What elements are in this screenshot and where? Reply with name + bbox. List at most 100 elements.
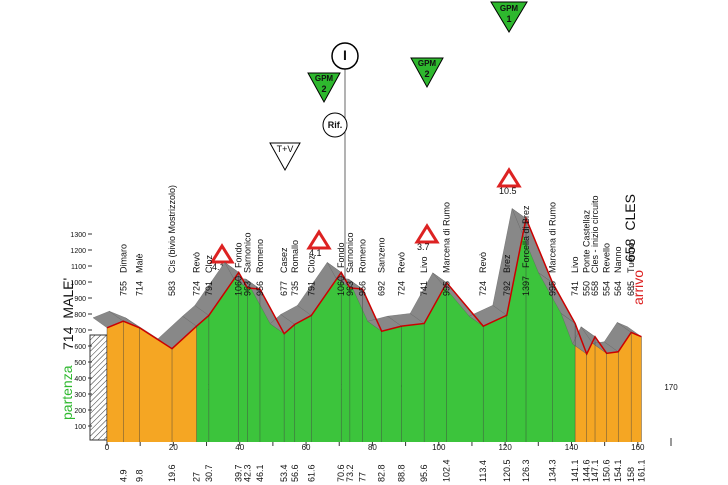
waypoint-label: 564 Nanno: [613, 246, 623, 296]
waypoint-altitude: 724: [192, 281, 202, 296]
y-tick-label: 300: [74, 392, 86, 399]
waypoint-km: 88.8: [397, 464, 407, 482]
climb-length: 4.1: [309, 248, 322, 258]
waypoint-km: 70.6: [336, 464, 346, 482]
waypoint-altitude: 963: [242, 281, 252, 296]
waypoint-name: Revò: [397, 252, 407, 273]
waypoint-name: Ponte Castellaz: [582, 209, 592, 273]
y-tick-label: 1000: [70, 280, 86, 287]
waypoint-altitude: 1060: [234, 276, 244, 296]
marker-label: GPM: [418, 59, 437, 68]
waypoint-name: Nanno: [613, 246, 623, 273]
waypoint-altitude: 550: [582, 281, 592, 296]
x-tick-label: 120: [498, 443, 512, 452]
waypoint-km: 61.6: [306, 464, 316, 482]
marker-label: T+V: [277, 144, 294, 154]
waypoint-altitude: 724: [478, 281, 488, 296]
waypoint-label: 995 Marcena di Rumo: [548, 202, 558, 296]
waypoint-label: 714 MALE': [60, 278, 76, 350]
waypoint-name: Cis (bivio Mostrizzolo): [167, 185, 177, 273]
waypoint-name: Cloz: [306, 254, 316, 273]
waypoint-km: 141.1: [570, 459, 580, 482]
profile-segment: [483, 315, 507, 442]
profile-segment: [172, 326, 197, 442]
marker-label: GPM: [500, 4, 519, 13]
waypoint-name: CLES: [622, 194, 638, 231]
profile-segment: [618, 332, 632, 442]
waypoint-km: 120.5: [502, 459, 512, 482]
waypoint-km: 134.3: [548, 459, 558, 482]
waypoint-altitude: 956: [255, 281, 265, 296]
waypoint-km: 42.3: [242, 464, 252, 482]
waypoint-name: Sarnonico: [242, 232, 252, 273]
waypoint-km: 56.6: [290, 464, 300, 482]
x-tick-label: 60: [302, 443, 311, 452]
profile-segment: [208, 272, 239, 442]
profile-segment: [349, 287, 363, 442]
climb: 4.1: [209, 243, 235, 272]
climb: 3.7: [414, 223, 440, 252]
waypoint-altitude: 658: [622, 238, 638, 262]
waypoint-label: 550 Ponte Castellaz: [582, 209, 592, 296]
waypoint-altitude: 792: [502, 281, 512, 296]
waypoint-km: 95.6: [419, 464, 429, 482]
profile-segment: [446, 282, 484, 442]
waypoint-label: 685 Tuenno: [626, 243, 636, 296]
waypoint-label: 735 Romallo: [290, 240, 300, 296]
waypoint-name: Fondo: [336, 242, 346, 268]
waypoint-label: 792 Brez: [502, 254, 512, 296]
marker-rank: 2: [321, 84, 326, 94]
profile-segment: [401, 323, 425, 442]
waypoint-km: 27: [192, 472, 202, 482]
waypoint-name: Romallo: [290, 240, 300, 273]
profile-segment: [575, 323, 587, 442]
waypoint-label: 724 Revò: [397, 252, 407, 296]
waypoint-name: Casez: [279, 247, 289, 273]
waypoint-altitude: 583: [167, 281, 177, 296]
waypoint-name: Marcena di Rumo: [548, 202, 558, 273]
profile-segment: [123, 321, 140, 442]
waypoint-name: Livo: [419, 256, 429, 273]
waypoint-name: Romeno: [357, 239, 367, 273]
waypoint-name: MALE': [60, 278, 76, 319]
waypoint-altitude: 685: [626, 281, 636, 296]
x-tick-label: 100: [432, 443, 446, 452]
waypoint-name: Forcella di Brez: [521, 205, 531, 268]
waypoint-altitude: 741: [570, 281, 580, 296]
waypoint-km: 158: [626, 467, 636, 482]
waypoint-km: 154.1: [613, 459, 623, 482]
profile-segment: [341, 272, 350, 442]
profile-segment: [311, 272, 342, 442]
waypoint-label: 724 Revò: [478, 252, 488, 296]
waypoint-name: Livo: [570, 256, 580, 273]
profile-segment: [139, 327, 173, 442]
waypoint-label: 741 Livo: [570, 256, 580, 296]
waypoint-altitude: 963: [345, 281, 355, 296]
waypoint-label: 1397 Forcella di Brez: [521, 205, 531, 296]
finish-label: arrivo: [630, 270, 646, 305]
profile-segment: [506, 218, 527, 442]
waypoint-altitude: 995: [442, 281, 452, 296]
x-tick-label: 170: [664, 383, 678, 392]
waypoint-altitude: 554: [602, 281, 612, 296]
x-tick-label: 20: [169, 443, 178, 452]
waypoint-altitude: 1397: [521, 276, 531, 296]
waypoint-name: Revò: [478, 252, 488, 273]
y-tick-label: 800: [74, 312, 86, 319]
profile-segment: [284, 324, 295, 442]
y-tick-label: 100: [74, 424, 86, 431]
waypoint-altitude: 1060: [336, 276, 346, 296]
waypoint-name: Malè: [135, 253, 145, 273]
waypoint-km: 147.1: [590, 459, 600, 482]
climb: 10.5: [496, 167, 522, 196]
waypoint-km: 161.1: [636, 459, 646, 482]
x-tick-label: 80: [368, 443, 377, 452]
profile-segment: [238, 272, 248, 442]
climbs: 4.1 4.1 3.7 10.5: [209, 167, 522, 272]
waypoint-altitude: 564: [613, 281, 623, 296]
waypoint-altitude: 724: [397, 281, 407, 296]
x-tick-label: 140: [565, 443, 579, 452]
